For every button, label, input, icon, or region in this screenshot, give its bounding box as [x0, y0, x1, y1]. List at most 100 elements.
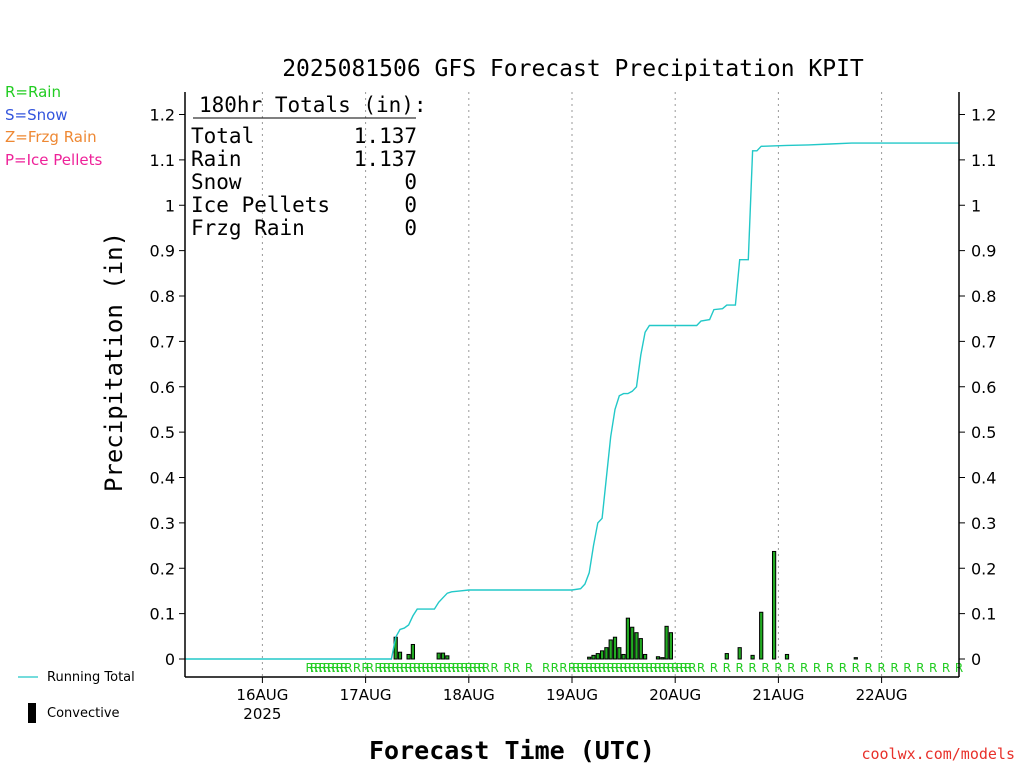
y-tick-label-left-0: 0: [165, 650, 175, 669]
convective-bar-8: [591, 654, 596, 660]
ptype-marker-23: R: [417, 661, 425, 675]
ptype-marker-10: R: [353, 661, 361, 675]
y-tick-label-right-1: 1: [971, 196, 981, 215]
ptype-marker-27: R: [435, 661, 443, 675]
ptype-marker-68: R: [662, 661, 670, 675]
convective-bars: [393, 550, 858, 660]
ptype-marker-31: R: [452, 661, 460, 675]
convective-bar-21: [655, 656, 661, 660]
convective-bar-3: [410, 643, 416, 660]
x-tick-label-21AUG: 21AUG: [752, 686, 804, 704]
ptype-marker-5: R: [327, 661, 335, 675]
ptype-marker-55: R: [607, 661, 615, 675]
y-axis-label: Precipitation (in): [100, 232, 128, 492]
key-rain: R=Rain: [5, 83, 61, 101]
y-tick-label-right-0.6: 0.6: [971, 378, 996, 397]
ptype-marker-6: R: [331, 661, 339, 675]
convective-bar-17: [630, 626, 635, 660]
ptype-marker-30: R: [447, 661, 455, 675]
ptype-marker-41: R: [512, 661, 520, 675]
ptype-marker-79: R: [748, 661, 756, 675]
ptype-marker-0: R: [306, 661, 314, 675]
ptype-marker-25: R: [426, 661, 434, 675]
convective-bar-28: [759, 611, 764, 660]
ptype-marker-53: R: [598, 661, 606, 675]
ptype-marker-20: R: [404, 661, 412, 675]
ptype-marker-87: R: [852, 661, 860, 675]
ptype-marker-50: R: [585, 661, 593, 675]
ptype-marker-29: R: [443, 661, 451, 675]
convective-legend-label: Convective: [47, 706, 120, 721]
source-link[interactable]: coolwx.com/models: [861, 745, 1015, 763]
key-frzg-rain: Z=Frzg Rain: [5, 128, 97, 146]
ptype-marker-54: R: [602, 661, 610, 675]
ptype-marker-18: R: [396, 661, 404, 675]
convective-bar-7: [587, 656, 592, 660]
x-tick-sublabel-16AUG: 2025: [243, 705, 281, 723]
ptype-marker-66: R: [654, 661, 662, 675]
ptype-marker-92: R: [916, 661, 924, 675]
ptype-marker-48: R: [576, 661, 584, 675]
ptype-marker-63: R: [641, 661, 649, 675]
ptype-marker-42: R: [525, 661, 533, 675]
ptype-marker-17: R: [392, 661, 400, 675]
ptype-marker-78: R: [736, 661, 744, 675]
ptype-marker-37: R: [478, 661, 486, 675]
ptype-marker-57: R: [615, 661, 623, 675]
y-tick-label-left-0.5: 0.5: [150, 423, 175, 442]
x-tick-label-20AUG: 20AUG: [649, 686, 701, 704]
convective-bar-9: [595, 653, 600, 660]
x-tick-label-19AUG: 19AUG: [546, 686, 598, 704]
ptype-marker-7: R: [336, 661, 344, 675]
ptype-marker-93: R: [929, 661, 937, 675]
totals-frzgrain-label: Frzg Rain: [191, 216, 305, 240]
ptype-marker-32: R: [456, 661, 464, 675]
y-tick-label-right-0.9: 0.9: [971, 242, 996, 261]
ptype-marker-46: R: [568, 661, 576, 675]
y-tick-label-left-0.9: 0.9: [150, 242, 175, 261]
ptype-marker-51: R: [589, 661, 597, 675]
ptype-marker-12: R: [366, 661, 374, 675]
y-tick-label-left-0.7: 0.7: [150, 332, 175, 351]
ptype-marker-69: R: [667, 661, 675, 675]
ptype-marker-16: R: [387, 661, 395, 675]
ptype-marker-73: R: [684, 661, 692, 675]
totals-total-value: 1.137: [354, 124, 417, 148]
ptype-marker-61: R: [632, 661, 640, 675]
y-tick-label-left-0.1: 0.1: [150, 605, 175, 624]
y-tick-label-left-0.3: 0.3: [150, 514, 175, 533]
ptype-marker-2: R: [314, 661, 322, 675]
totals-rain-label: Rain: [191, 147, 242, 171]
ptype-marker-81: R: [774, 661, 782, 675]
ptype-marker-88: R: [865, 661, 873, 675]
ptype-marker-91: R: [903, 661, 911, 675]
convective-bar-25: [724, 653, 729, 660]
y-tick-label-right-0.1: 0.1: [971, 605, 996, 624]
y-tick-label-left-1: 1: [165, 196, 175, 215]
y-tick-label-right-0.8: 0.8: [971, 287, 996, 306]
y-tick-label-right-0.5: 0.5: [971, 423, 996, 442]
convective-bar-18: [634, 632, 639, 660]
convective-bar-10: [599, 650, 605, 660]
y-tick-label-right-0.4: 0.4: [971, 469, 996, 488]
ptype-marker-34: R: [465, 661, 473, 675]
totals-rain-value: 1.137: [354, 147, 417, 171]
y-tick-label-left-1.1: 1.1: [150, 151, 175, 170]
convective-bar-27: [750, 654, 755, 660]
convective-bar-30: [784, 653, 790, 660]
ptype-marker-35: R: [469, 661, 477, 675]
y-tick-label-right-1.1: 1.1: [971, 151, 996, 170]
convective-bar-22: [660, 657, 665, 660]
ptype-marker-84: R: [813, 661, 821, 675]
x-tick-label-16AUG: 16AUG: [236, 686, 288, 704]
ptype-marker-22: R: [413, 661, 421, 675]
totals-frzgrain-value: 0: [404, 216, 417, 240]
totals-icepellets-label: Ice Pellets: [191, 193, 330, 217]
convective-bar-5: [440, 652, 446, 660]
totals-header: 180hr Totals (in):: [199, 93, 427, 117]
ptype-marker-15: R: [383, 661, 391, 675]
ptype-marker-40: R: [503, 661, 511, 675]
